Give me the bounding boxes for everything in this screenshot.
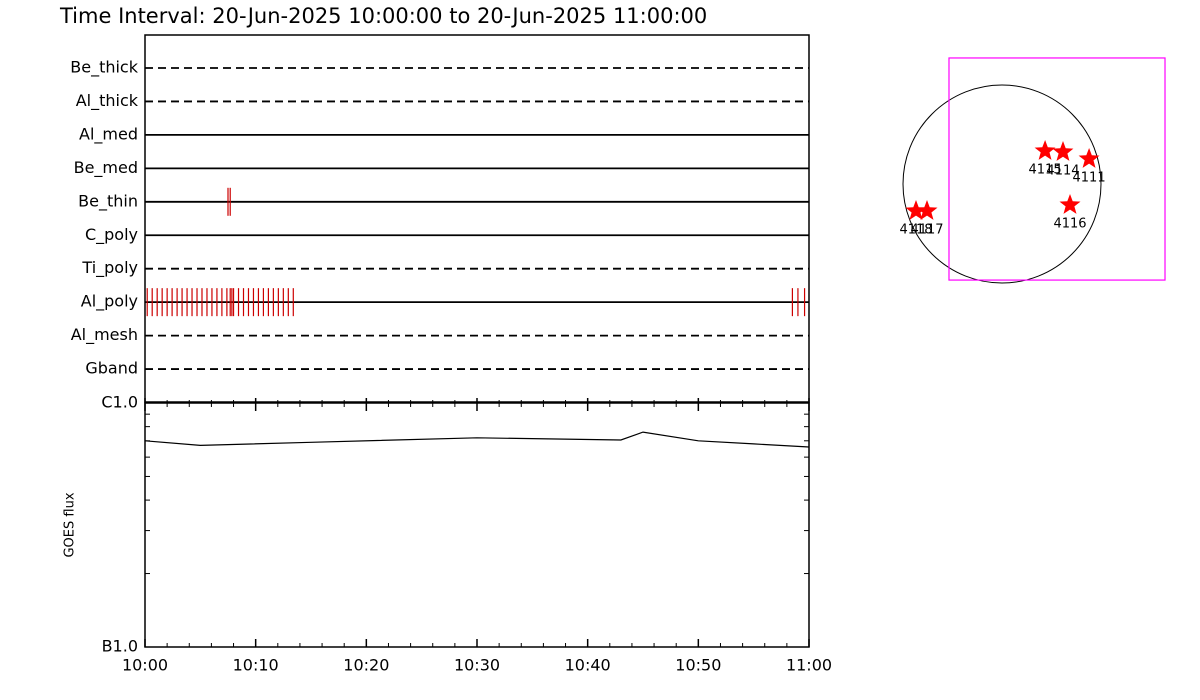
region-label: 4117 — [910, 223, 943, 238]
x-tick-label: 10:10 — [233, 656, 279, 675]
row-label: Ti_poly — [81, 258, 138, 278]
y-axis-label: GOES flux — [63, 492, 78, 557]
row-label: Al_med — [79, 124, 138, 144]
row-label: Gband — [85, 359, 138, 378]
region-label: 4118 — [899, 223, 932, 238]
x-tick-label: 11:00 — [786, 656, 832, 675]
region-marker — [1059, 194, 1081, 214]
x-tick-label: 10:30 — [454, 656, 500, 675]
row-label: C_poly — [85, 225, 138, 245]
region-marker — [1052, 141, 1074, 161]
region-marker — [905, 200, 927, 220]
row-label: Be_thick — [70, 58, 138, 78]
goes-frame — [144, 402, 810, 648]
row-label: Be_thin — [78, 191, 138, 211]
region-label: 4114 — [1046, 164, 1079, 179]
row-label: Al_mesh — [71, 325, 138, 345]
region-label: 4116 — [1053, 216, 1086, 231]
row-label: Al_thick — [76, 91, 139, 111]
x-tick-label: 10:00 — [122, 656, 168, 675]
row-label: Be_med — [74, 158, 138, 178]
region-marker — [916, 200, 938, 220]
region-marker — [1034, 140, 1056, 160]
row-label: Al_poly — [81, 292, 138, 312]
timeline-frame — [144, 34, 810, 403]
region-label: 4111 — [1073, 170, 1106, 185]
x-tick-label: 10:20 — [343, 656, 389, 675]
x-tick-label: 10:40 — [565, 656, 611, 675]
chart-title: Time Interval: 20-Jun-2025 10:00:00 to 2… — [59, 4, 707, 28]
region-marker — [1078, 148, 1100, 168]
y-tick-label: B1.0 — [102, 637, 138, 656]
field-of-view — [948, 57, 1166, 281]
y-tick-label: C1.0 — [101, 393, 138, 412]
goes-flux-line — [144, 431, 810, 448]
region-label: 4115 — [1029, 163, 1062, 178]
solar-limb — [902, 84, 1102, 284]
x-tick-label: 10:50 — [675, 656, 721, 675]
